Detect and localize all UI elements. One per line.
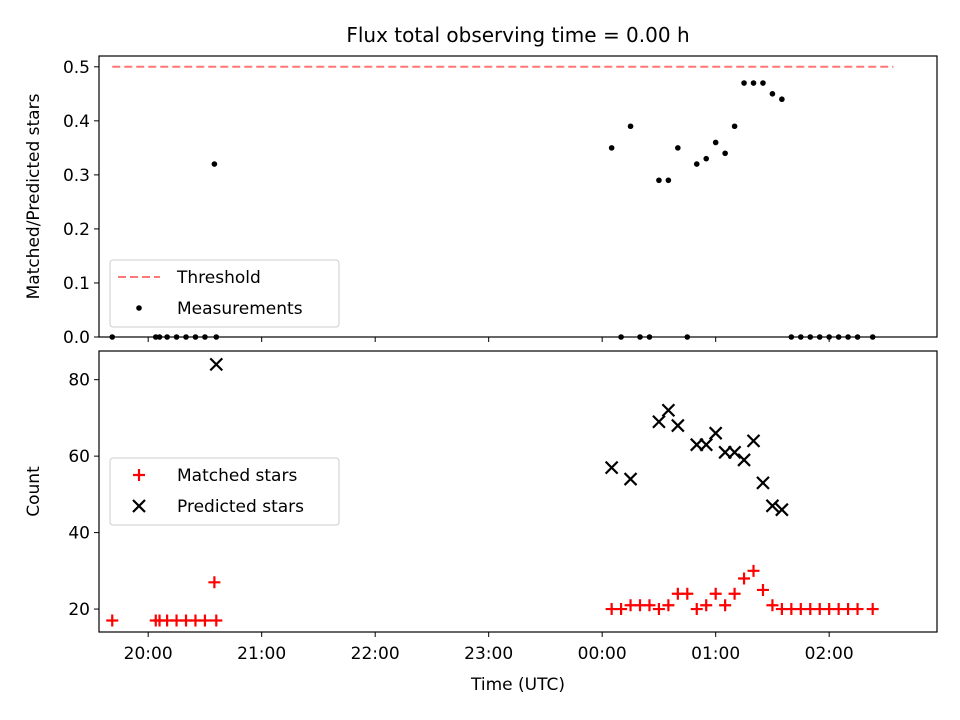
matched-star-point: [756, 583, 769, 596]
matched-star-point: [709, 587, 722, 600]
matched-star-point: [690, 603, 703, 616]
y-tick-label: 0.2: [63, 220, 90, 240]
predicted-star-point: [775, 502, 789, 517]
axes-frame: [98, 55, 938, 338]
measurement-point: [741, 80, 747, 86]
predicted-star-point: [737, 453, 751, 467]
y-tick-label: 0.0: [63, 328, 90, 348]
matched-star-point: [700, 599, 713, 612]
legend-marker-swatch: [132, 499, 146, 513]
legend-label: Measurements: [177, 299, 303, 319]
measurement-point: [656, 177, 662, 184]
legend-marker-swatch: [133, 469, 145, 481]
y-axis-label: Count: [24, 466, 44, 517]
matched-star-point: [208, 576, 221, 589]
y-axis-label: Matched/Predicted stars: [24, 93, 44, 299]
legend-label: Matched stars: [177, 466, 297, 486]
measurement-point: [627, 123, 634, 130]
predicted-star-point: [699, 437, 713, 452]
matched-star-point: [747, 564, 760, 577]
predicted-star-point: [746, 434, 761, 448]
matched-star-point: [681, 587, 694, 600]
predicted-star-point: [623, 472, 638, 486]
x-tick-label: 20:00: [124, 644, 173, 664]
measurement-point: [769, 91, 776, 97]
matched-star-point: [652, 603, 665, 616]
matched-star-point: [728, 587, 741, 600]
x-tick-label: 00:00: [578, 644, 627, 664]
y-tick-label: 60: [68, 447, 90, 467]
matched-star-point: [198, 614, 211, 627]
x-tick-label: 02:00: [805, 644, 854, 664]
predicted-star-point: [708, 426, 723, 440]
y-tick-label: 40: [68, 524, 90, 544]
matched-star-point: [851, 603, 864, 616]
predicted-star-point: [756, 476, 770, 490]
predicted-star-point: [765, 499, 780, 513]
x-tick-label: 23:00: [464, 644, 513, 664]
predicted-star-point: [209, 357, 224, 372]
legend: Matched stars Predicted stars: [109, 457, 340, 526]
measurement-point: [608, 145, 615, 151]
measurement-point: [703, 155, 710, 162]
measurement-point: [779, 96, 785, 103]
y-tick-label: 0.5: [63, 58, 90, 78]
top-panel: 0.0 0.1 0.2 0.3 0.4 0.5 Matched/Predicted star…: [24, 55, 938, 348]
matched-star-point: [766, 599, 779, 612]
x-tick-label: 22:00: [351, 644, 400, 664]
measurement-point: [211, 161, 218, 167]
matched-star-point: [866, 603, 879, 616]
measurement-point: [731, 123, 738, 130]
x-tick-label: 01:00: [691, 644, 740, 664]
predicted-star-point: [727, 445, 742, 460]
x-tick-label: 21:00: [237, 644, 286, 664]
measurement-point: [760, 80, 766, 86]
measurement-point: [712, 139, 719, 146]
y-tick-label: 0.3: [63, 166, 90, 186]
matched-star-point: [738, 572, 751, 585]
matched-star-point: [106, 614, 119, 627]
matched-star-point: [210, 614, 223, 627]
matched-star-point: [615, 603, 628, 616]
measurement-point: [693, 161, 700, 167]
predicted-star-point: [652, 414, 666, 429]
matched-star-point: [662, 599, 675, 612]
axes-frame: [98, 350, 938, 633]
matched-star-point: [643, 599, 656, 612]
y-tick-label: 0.4: [63, 112, 90, 132]
legend-marker-swatch: [136, 305, 142, 311]
y-tick-label: 0.1: [63, 274, 90, 294]
measurement-point: [750, 80, 757, 86]
chart-title: Flux total observing time = 0.00 h: [346, 23, 689, 47]
predicted-star-point: [604, 460, 619, 475]
legend-box: [109, 457, 340, 526]
x-axis-label: Time (UTC): [470, 675, 565, 695]
legend-box: [109, 259, 340, 328]
legend-label: Predicted stars: [177, 497, 304, 517]
legend: Threshold Measurements: [109, 259, 340, 328]
measurement-point: [675, 145, 681, 151]
legend-label: Threshold: [176, 268, 261, 288]
measurement-point: [665, 177, 672, 184]
bottom-panel: 20 40 60 80 20:00 21:00 22:00 23:00 00:00 01:00 02…: [24, 350, 938, 695]
measurement-point: [722, 150, 728, 157]
predicted-star-point: [671, 418, 685, 433]
matched-star-point: [719, 599, 732, 612]
y-tick-label: 80: [68, 371, 90, 391]
y-tick-label: 20: [68, 600, 90, 620]
predicted-star-point: [661, 403, 676, 418]
